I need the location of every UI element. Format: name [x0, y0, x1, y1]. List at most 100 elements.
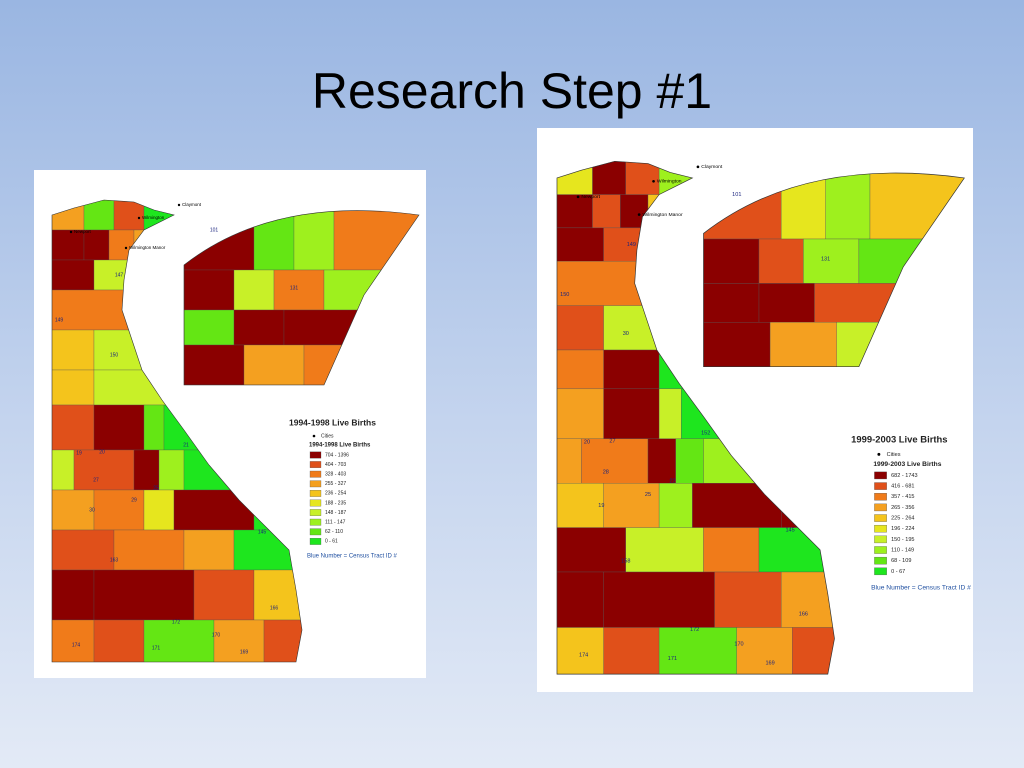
tract-id: 101 — [210, 227, 219, 233]
tract-id: 174 — [579, 653, 588, 659]
city-dot — [637, 213, 641, 216]
legend: 1999-2003 Live Births Cities 1999-2003 Liv… — [851, 433, 971, 591]
tract-id: 172 — [690, 627, 699, 633]
legend-label: 188 - 235 — [325, 500, 346, 506]
legend-label: 0 - 67 — [891, 569, 905, 575]
city-label: Wilmington — [657, 179, 682, 185]
tract — [736, 627, 793, 675]
tract — [658, 627, 737, 675]
legend-subtitle: 1994-1998 Live Births — [309, 443, 371, 449]
tract-id: 171 — [668, 656, 677, 662]
legend-subtitle: 1999-2003 Live Births — [873, 461, 941, 468]
legend-swatch — [874, 535, 887, 544]
legend-label: 236 - 254 — [325, 491, 346, 497]
legend-swatch — [309, 538, 322, 545]
tract — [93, 569, 195, 621]
inset-outline — [183, 210, 420, 386]
tract-id: 158 — [621, 558, 630, 564]
legend-label: 148 - 187 — [325, 510, 346, 516]
legend-swatch — [874, 493, 887, 501]
inset-outline — [703, 172, 965, 367]
tract — [603, 627, 660, 675]
tract-id: 172 — [172, 619, 181, 625]
legend-swatch — [874, 503, 887, 512]
legend-swatch — [874, 482, 887, 490]
tract-id: 27 — [609, 438, 615, 444]
tract-id: 20 — [584, 440, 590, 446]
legend-swatch — [309, 499, 322, 507]
legend-label: 225 - 264 — [891, 516, 914, 522]
legend-cities: Cities — [887, 452, 901, 458]
tract — [93, 404, 145, 451]
tract-id: 149 — [627, 242, 636, 248]
city-dot — [877, 452, 881, 456]
tract-id: 145 — [258, 529, 267, 535]
legend-note: Blue Number = Census Tract ID # — [871, 584, 971, 591]
tract — [113, 529, 185, 571]
tract — [143, 619, 215, 662]
tract — [703, 238, 760, 284]
tract-id: 25 — [153, 485, 159, 491]
tract — [556, 227, 604, 262]
legend-swatch — [874, 567, 887, 576]
tract-id: 163 — [110, 557, 119, 563]
city-dot — [137, 216, 141, 220]
tract-id: 170 — [734, 642, 743, 648]
tract-id: 19 — [598, 503, 604, 509]
legend-label: 196 - 224 — [891, 526, 914, 532]
legend-swatch — [309, 470, 322, 478]
city-label: Newport — [581, 194, 600, 200]
tract-id: 170 — [212, 632, 221, 638]
legend-label: 62 - 110 — [325, 529, 343, 535]
tract — [581, 438, 649, 484]
legend-label: 704 - 1396 — [325, 452, 349, 458]
tract — [758, 238, 804, 284]
legend-label: 68 - 109 — [891, 558, 911, 564]
tract-id: 22 — [669, 478, 675, 484]
tract — [556, 483, 604, 528]
tract-id: 101 — [732, 192, 741, 198]
tract — [556, 527, 626, 573]
legend-label: 404 - 703 — [325, 462, 346, 468]
tract — [183, 309, 235, 346]
tract — [603, 349, 660, 390]
tract — [83, 229, 110, 261]
tract — [93, 489, 145, 531]
tract-id: 150 — [110, 352, 119, 358]
legend-swatch — [309, 461, 322, 468]
tract-id: 169 — [765, 660, 774, 666]
tract-id: 152 — [701, 431, 710, 437]
tract — [647, 438, 676, 484]
legend-label: 111 - 147 — [325, 520, 346, 526]
legend-swatch — [874, 556, 887, 565]
city-dot — [69, 230, 73, 234]
tract — [556, 305, 604, 351]
tract — [133, 449, 160, 491]
legend-label: 265 - 356 — [891, 505, 914, 511]
city-label: Claymont — [701, 164, 723, 170]
slide-title: Research Step #1 — [311, 63, 713, 119]
tract-id: 30 — [623, 331, 629, 337]
tract — [52, 329, 95, 371]
tract — [714, 571, 782, 628]
tract — [603, 571, 715, 628]
legend-label: 357 - 415 — [891, 494, 914, 500]
legend-label: 110 - 149 — [891, 547, 914, 553]
tract-id: 25 — [645, 492, 651, 498]
legend-swatch — [309, 451, 322, 459]
tract — [52, 369, 95, 406]
tract — [93, 619, 145, 662]
tract — [183, 269, 235, 311]
legend-note: Blue Number = Census Tract ID # — [307, 554, 398, 560]
legend-label: 416 - 681 — [891, 484, 914, 490]
legend-title: 1994-1998 Live Births — [289, 417, 376, 427]
tract-id: 30 — [89, 507, 95, 513]
tract — [183, 344, 245, 386]
tract — [603, 388, 660, 439]
legend-label: 682 - 1743 — [891, 473, 918, 479]
state-outline — [556, 160, 835, 675]
legend: 1994-1998 Live Births Cities 1994-1998 Liv… — [289, 417, 398, 559]
city-dot — [177, 203, 181, 207]
